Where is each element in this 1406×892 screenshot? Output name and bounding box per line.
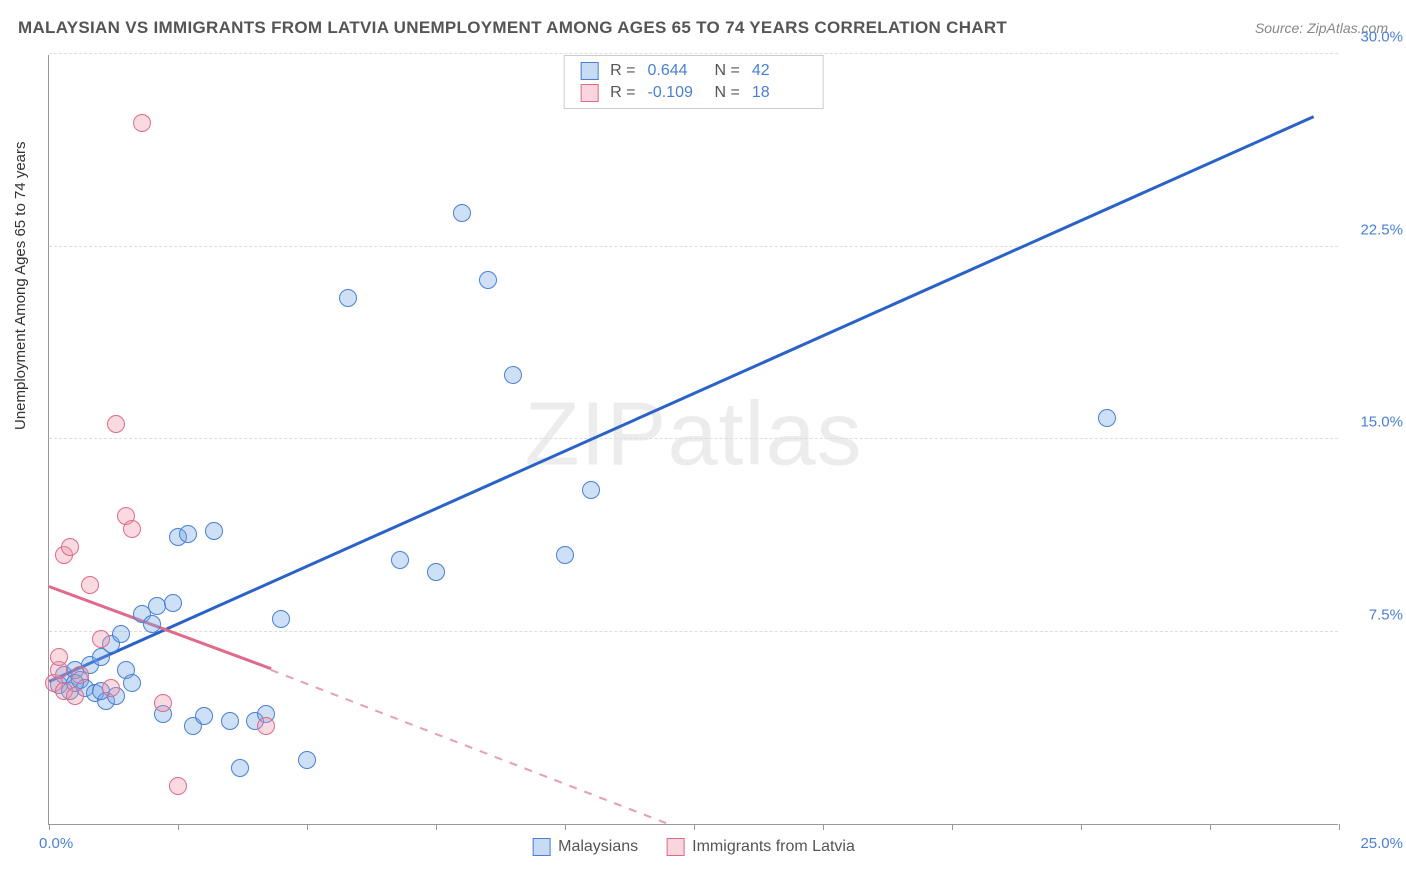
data-point [582,481,600,499]
trend-line [48,116,1313,683]
r-label: R = [610,84,635,102]
ytick-label: 22.5% [1343,221,1403,238]
data-point [61,538,79,556]
data-point [92,630,110,648]
data-point [453,204,471,222]
n-label: N = [715,84,740,102]
watermark: ZIPatlas [524,383,862,486]
gridline [49,438,1338,439]
data-point [272,610,290,628]
data-point [205,522,223,540]
legend-label: Malaysians [558,838,638,856]
data-point [179,525,197,543]
r-label: R = [610,62,635,80]
swatch-icon [666,838,684,856]
data-point [221,712,239,730]
x-origin-label: 0.0% [39,835,73,852]
data-point [195,707,213,725]
plot-area: ZIPatlas R = 0.644 N = 42 R = -0.109 N =… [48,55,1338,825]
data-point [71,666,89,684]
legend-item: Malaysians [532,838,638,856]
swatch-icon [532,838,550,856]
n-value: 18 [752,84,807,102]
xtick-mark [565,824,566,830]
xtick-mark [823,824,824,830]
n-value: 42 [752,62,807,80]
data-point [66,687,84,705]
gridline [49,631,1338,632]
data-point [133,114,151,132]
ytick-label: 15.0% [1343,414,1403,431]
data-point [257,717,275,735]
data-point [1098,409,1116,427]
chart-title: MALAYSIAN VS IMMIGRANTS FROM LATVIA UNEM… [18,18,1007,38]
data-point [81,576,99,594]
xtick-mark [1210,824,1211,830]
xtick-mark [178,824,179,830]
data-point [556,546,574,564]
data-point [298,751,316,769]
data-point [231,759,249,777]
data-point [339,289,357,307]
ytick-label: 7.5% [1343,606,1403,623]
xtick-mark [49,824,50,830]
data-point [123,674,141,692]
legend: Malaysians Immigrants from Latvia [532,838,855,856]
legend-item: Immigrants from Latvia [666,838,855,856]
data-point [164,594,182,612]
xtick-mark [694,824,695,830]
trend-line [271,669,669,824]
legend-label: Immigrants from Latvia [692,838,855,856]
data-point [154,694,172,712]
r-value: -0.109 [648,84,703,102]
data-point [391,551,409,569]
n-label: N = [715,62,740,80]
swatch-icon [580,62,598,80]
xtick-mark [1081,824,1082,830]
x-end-label: 25.0% [1360,835,1403,852]
data-point [112,625,130,643]
gridline [49,246,1338,247]
data-point [479,271,497,289]
xtick-mark [1339,824,1340,830]
data-point [50,648,68,666]
xtick-mark [952,824,953,830]
data-point [143,615,161,633]
title-bar: MALAYSIAN VS IMMIGRANTS FROM LATVIA UNEM… [18,18,1388,38]
y-axis-label: Unemployment Among Ages 65 to 74 years [12,141,29,430]
data-point [169,777,187,795]
stats-row: R = 0.644 N = 42 [564,60,823,82]
data-point [107,415,125,433]
gridline [49,53,1338,54]
data-point [504,366,522,384]
data-point [102,679,120,697]
r-value: 0.644 [648,62,703,80]
xtick-mark [436,824,437,830]
xtick-mark [307,824,308,830]
data-point [427,563,445,581]
ytick-label: 30.0% [1343,29,1403,46]
stats-box: R = 0.644 N = 42 R = -0.109 N = 18 [563,55,824,109]
data-point [123,520,141,538]
swatch-icon [580,84,598,102]
stats-row: R = -0.109 N = 18 [564,82,823,104]
